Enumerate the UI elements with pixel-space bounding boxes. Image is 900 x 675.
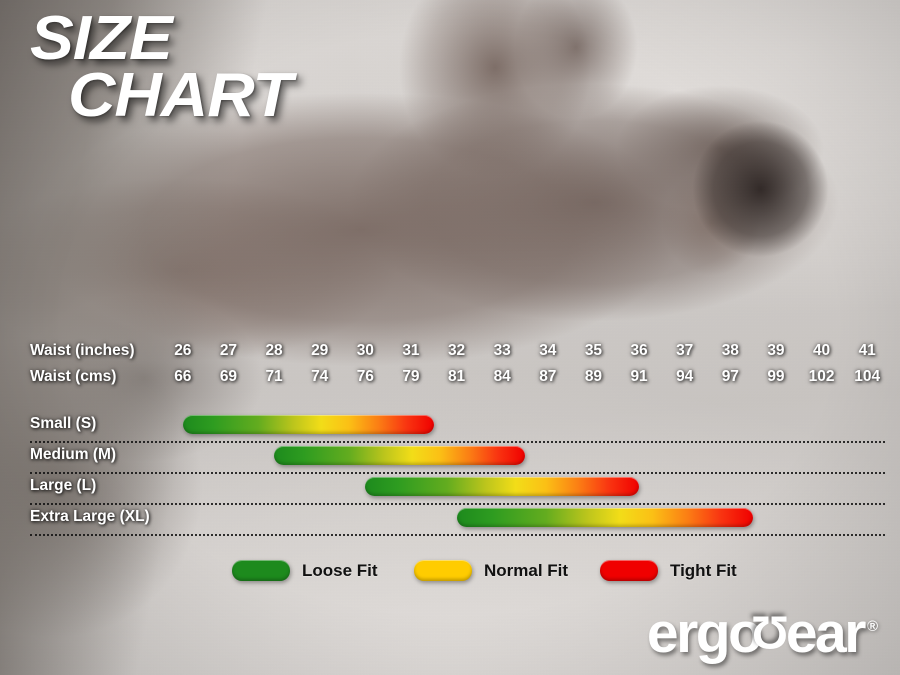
legend-color-swatch (600, 560, 658, 581)
measurement-cell: 38 (721, 342, 739, 359)
measurement-cell: 76 (356, 368, 374, 385)
measurement-cell: 89 (584, 368, 603, 385)
row-divider (30, 503, 885, 505)
measurement-cell: 66 (174, 368, 192, 385)
brand-logo: ergoΩear ® (647, 604, 878, 661)
measurement-cell: 94 (676, 368, 694, 385)
measurement-row: Waist (cms) 66 69 71 74 76 79 81 84 87 89 91 94 97 99 1… (0, 366, 900, 392)
size-row: Medium (M) (0, 443, 900, 474)
legend-color-swatch (414, 560, 472, 581)
measurement-cell: 102 (808, 368, 835, 385)
measurement-cell: 71 (265, 368, 283, 385)
measurement-cell: 37 (676, 342, 694, 359)
size-bar-rows: Small (S) Medium (M) Large (L) Extra Large … (0, 412, 900, 536)
measurement-cell: 39 (767, 342, 785, 359)
measurement-cells: 26 27 28 29 30 31 32 33 34 35 36 37 38 39 40 41 (160, 340, 890, 361)
measurement-cell: 99 (767, 368, 785, 385)
registered-trademark-icon: ® (866, 618, 878, 635)
legend-item: Tight Fit (600, 560, 737, 581)
measurement-cell: 40 (812, 342, 831, 359)
brand-logo-text: ergoΩear (647, 604, 867, 661)
legend-label: Loose Fit (302, 560, 378, 580)
size-range-bar (274, 446, 525, 465)
measurement-cells: 66 69 71 74 76 79 81 84 87 89 91 94 97 99 102 104 (160, 366, 890, 387)
brand-logo-o: o (728, 600, 763, 665)
page-title: SIZE CHART (30, 7, 293, 126)
measurement-cell: 97 (721, 368, 739, 385)
measurement-cell: 34 (539, 342, 557, 359)
size-range-bar (365, 477, 640, 496)
measurement-cell: 26 (174, 342, 192, 359)
brand-logo-ear: ear (785, 600, 867, 665)
brand-logo-omega-icon: Ω (754, 606, 789, 659)
legend-item: Loose Fit (232, 560, 378, 581)
measurement-cell: 69 (219, 368, 238, 385)
row-divider (30, 472, 885, 474)
legend-item: Normal Fit (414, 560, 568, 581)
legend-label: Normal Fit (484, 560, 569, 580)
measurement-cell: 31 (402, 342, 420, 359)
size-range-bar (182, 415, 434, 434)
measurement-cell: 28 (265, 342, 283, 359)
measurement-cell: 79 (402, 368, 420, 385)
size-row-label: Extra Large (XL) (30, 508, 150, 525)
size-row: Large (L) (0, 474, 900, 505)
measurement-row-label: Waist (cms) (30, 368, 117, 385)
measurement-cell: 36 (630, 342, 648, 359)
measurement-cell: 27 (219, 342, 238, 359)
brand-logo-erg: erg (646, 600, 731, 665)
measurement-cell: 29 (311, 342, 329, 359)
size-row-label: Large (L) (30, 477, 97, 494)
measurement-row: Waist (inches) 26 27 28 29 30 31 32 33 34 35 36 37 38… (0, 340, 900, 366)
fit-legend: Loose Fit Normal Fit Tight Fit (0, 560, 900, 590)
measurement-cell: 32 (447, 342, 466, 359)
size-row: Extra Large (XL) (0, 505, 900, 536)
measurement-cell: 91 (630, 368, 648, 385)
measurement-cell: 84 (493, 368, 511, 385)
size-row: Small (S) (0, 412, 900, 443)
measurement-cell: 104 (854, 368, 881, 385)
row-divider (30, 441, 885, 443)
measurement-cell: 30 (356, 342, 374, 359)
measurement-cell: 81 (447, 368, 466, 385)
page-title-line-1: SIZE (30, 4, 173, 73)
measurement-cell: 41 (858, 342, 876, 359)
page-title-line-2: CHART (68, 61, 293, 131)
row-divider (30, 534, 885, 536)
legend-color-swatch (232, 560, 290, 581)
size-range-bar (456, 508, 754, 527)
measurement-cell: 74 (311, 368, 329, 385)
measurement-cell: 87 (539, 368, 557, 385)
measurement-cell: 33 (493, 342, 511, 359)
measurement-row-label: Waist (inches) (30, 342, 135, 359)
size-row-label: Small (S) (30, 415, 97, 432)
legend-label: Tight Fit (670, 560, 737, 580)
waist-measurement-table: Waist (inches) 26 27 28 29 30 31 32 33 34 35 36 37 38… (0, 340, 900, 392)
size-row-label: Medium (M) (30, 446, 117, 463)
measurement-cell: 35 (584, 342, 603, 359)
